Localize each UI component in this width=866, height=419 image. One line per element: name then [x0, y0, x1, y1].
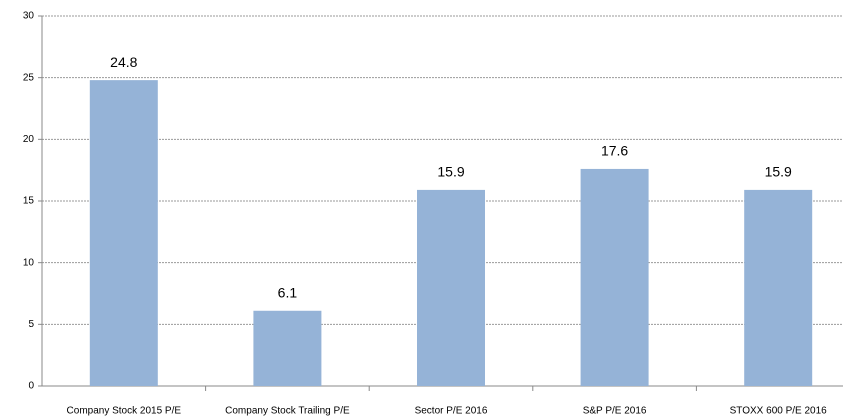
y-tick-label: 10 [23, 257, 35, 268]
y-tick-label: 15 [23, 196, 35, 207]
value-label: 15.9 [437, 164, 464, 180]
value-label: 6.1 [278, 284, 298, 300]
y-tick-label: 30 [23, 11, 35, 22]
bar [580, 168, 649, 386]
x-tick-label: Company Stock 2015 P/E [67, 406, 182, 417]
y-tick-label: 0 [28, 381, 34, 392]
value-label: 17.6 [601, 143, 628, 159]
y-tick-label: 5 [28, 319, 34, 330]
value-label: 15.9 [765, 164, 792, 180]
y-tick-label: 25 [23, 72, 35, 83]
bar [744, 189, 813, 386]
x-tick-label: STOXX 600 P/E 2016 [730, 406, 828, 417]
value-label: 24.8 [110, 54, 137, 70]
bar [417, 189, 485, 386]
bar [89, 80, 158, 386]
bar [253, 310, 322, 386]
x-tick-label: S&P P/E 2016 [583, 406, 647, 417]
x-tick-label: Sector P/E 2016 [415, 406, 488, 417]
x-tick-label: Company Stock Trailing P/E [225, 406, 350, 417]
y-tick-label: 20 [23, 134, 35, 145]
